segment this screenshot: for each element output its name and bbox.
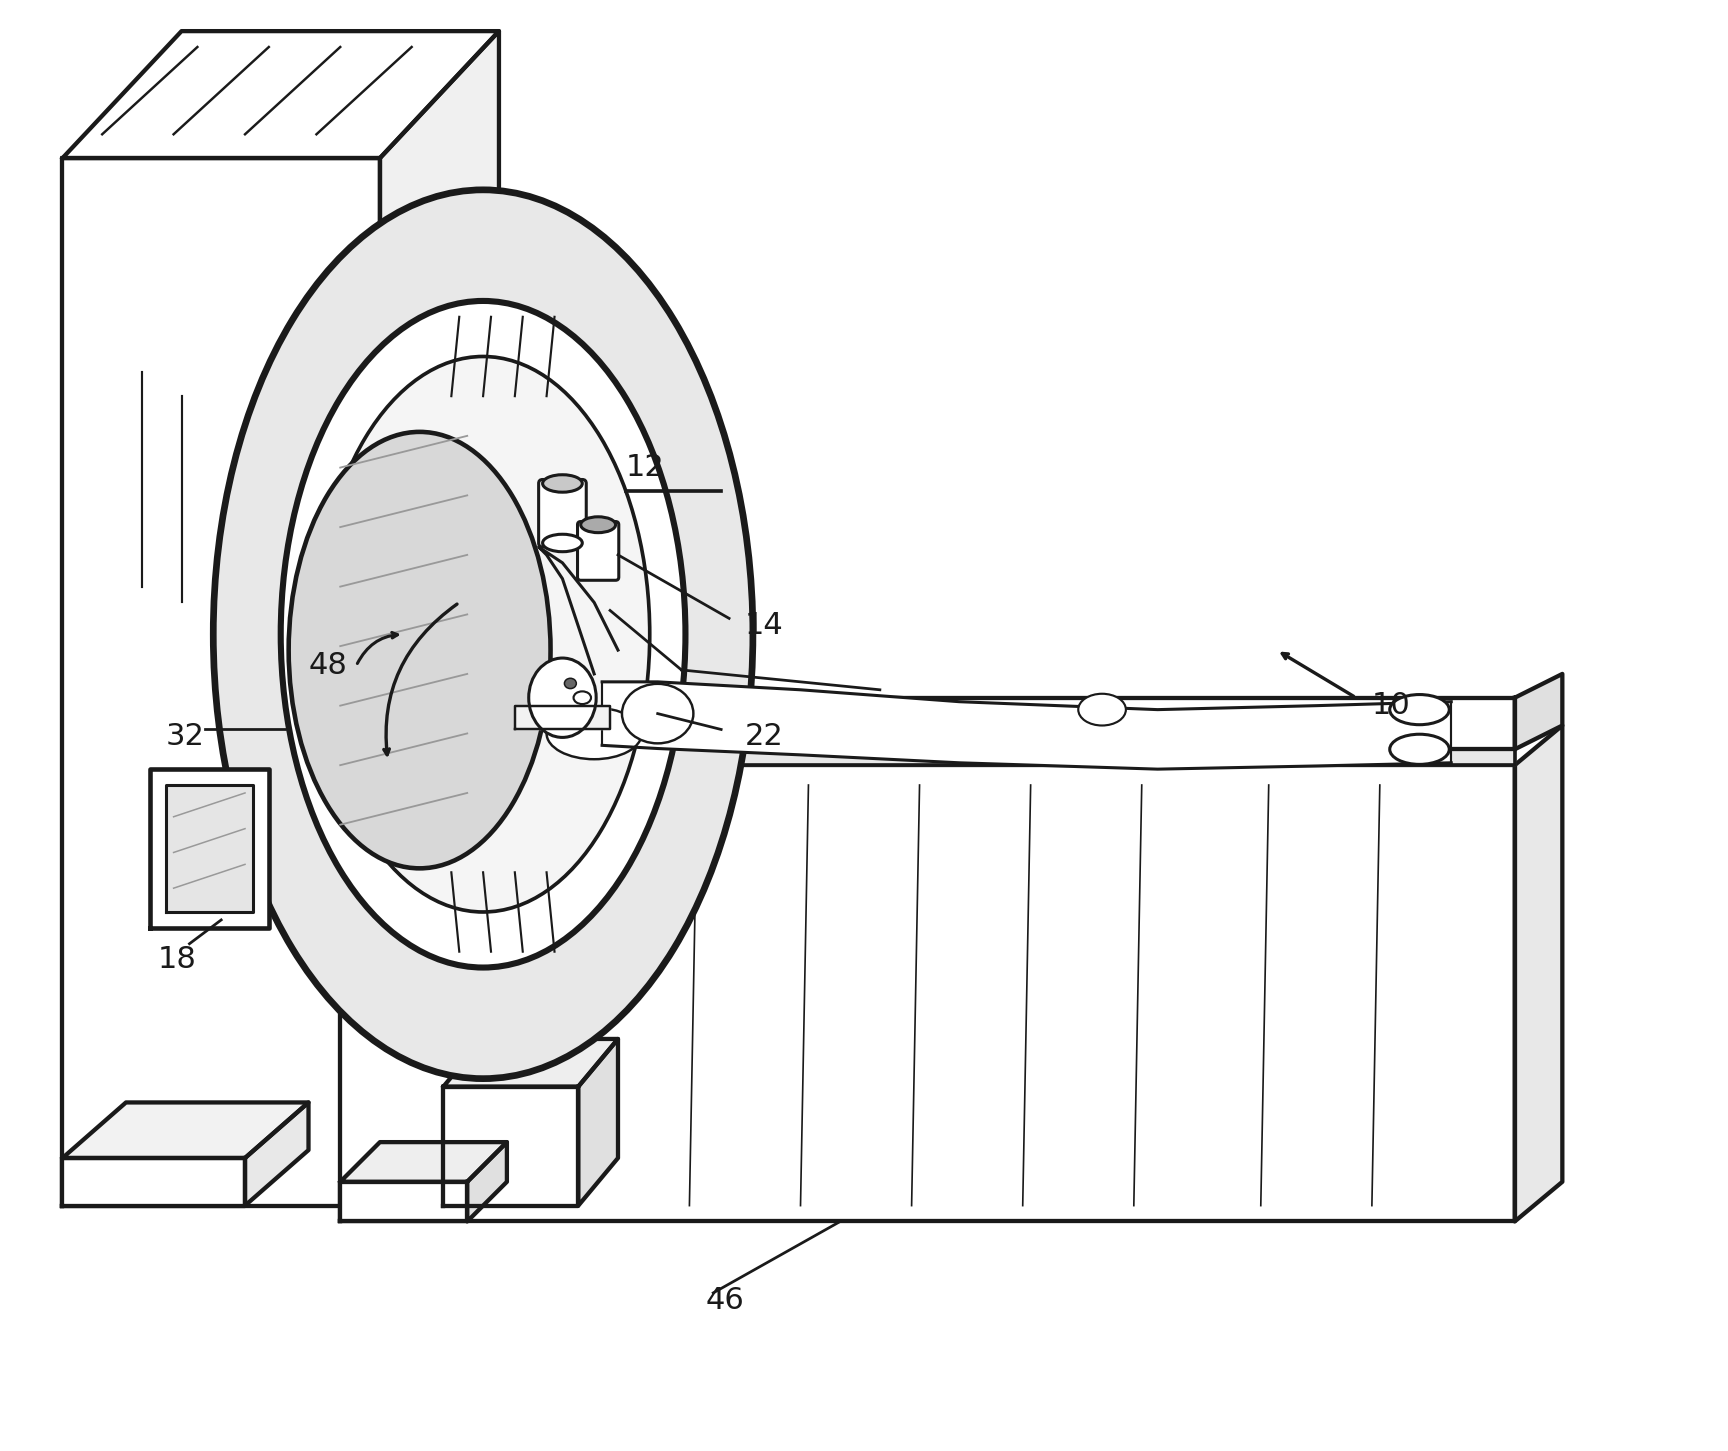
Ellipse shape <box>622 683 693 743</box>
Ellipse shape <box>565 678 577 689</box>
Text: 10: 10 <box>1372 691 1410 720</box>
Polygon shape <box>444 1087 579 1206</box>
Polygon shape <box>467 1142 506 1222</box>
Text: 18: 18 <box>157 945 197 974</box>
Text: 22: 22 <box>745 723 785 752</box>
Polygon shape <box>1515 726 1562 1222</box>
Ellipse shape <box>213 190 753 1078</box>
Ellipse shape <box>289 432 551 868</box>
Ellipse shape <box>543 534 582 551</box>
Polygon shape <box>62 1158 245 1206</box>
Ellipse shape <box>213 190 753 1078</box>
Text: 12: 12 <box>626 453 665 482</box>
Polygon shape <box>1515 673 1562 749</box>
Polygon shape <box>309 749 1515 765</box>
Polygon shape <box>340 1181 467 1222</box>
Polygon shape <box>340 1142 506 1181</box>
Ellipse shape <box>543 474 582 492</box>
Polygon shape <box>444 1039 619 1087</box>
Text: 46: 46 <box>705 1286 745 1315</box>
Ellipse shape <box>529 659 596 737</box>
Text: 32: 32 <box>166 723 204 752</box>
Ellipse shape <box>1389 734 1450 765</box>
Polygon shape <box>62 30 499 158</box>
Ellipse shape <box>1078 694 1127 726</box>
Polygon shape <box>579 1039 619 1206</box>
Ellipse shape <box>280 300 686 968</box>
Polygon shape <box>166 785 252 913</box>
Ellipse shape <box>574 691 591 704</box>
Ellipse shape <box>1389 695 1450 724</box>
Ellipse shape <box>546 708 641 759</box>
Polygon shape <box>340 765 1515 1222</box>
Ellipse shape <box>316 357 650 913</box>
Polygon shape <box>601 682 1452 769</box>
Polygon shape <box>309 698 1515 749</box>
Text: 14: 14 <box>745 611 785 640</box>
FancyBboxPatch shape <box>539 479 586 547</box>
Text: 48: 48 <box>309 651 347 681</box>
Polygon shape <box>380 30 499 1206</box>
Polygon shape <box>245 1103 309 1206</box>
Polygon shape <box>62 1103 309 1158</box>
FancyBboxPatch shape <box>577 521 619 580</box>
Polygon shape <box>62 158 380 1206</box>
Polygon shape <box>515 705 610 730</box>
Ellipse shape <box>581 517 615 533</box>
Polygon shape <box>150 769 270 927</box>
